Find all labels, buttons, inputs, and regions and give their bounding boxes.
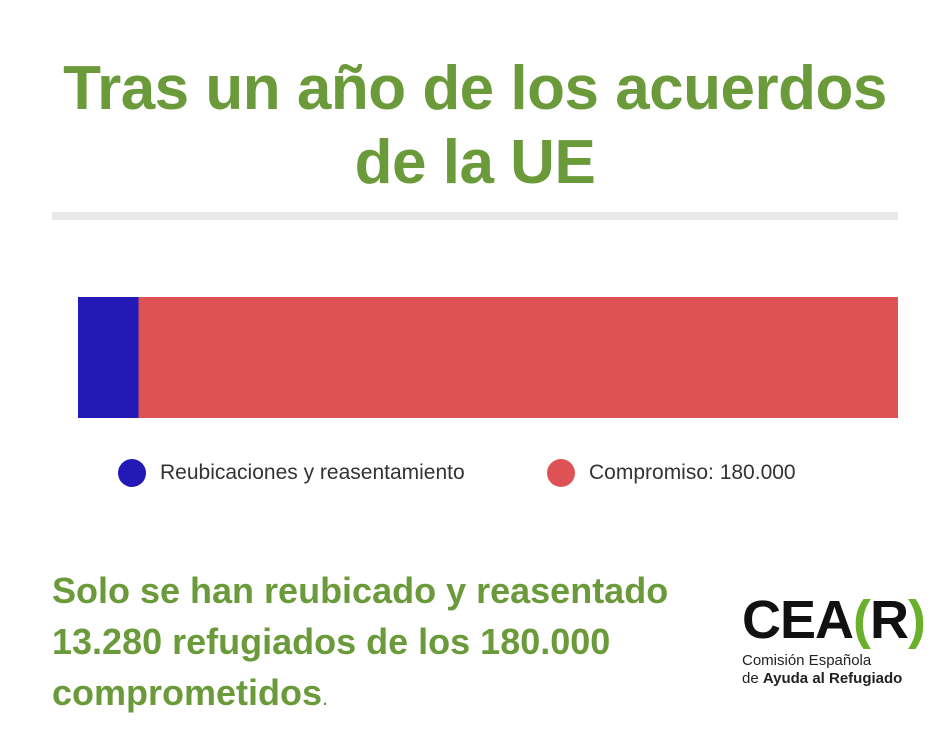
page-title: Tras un año de los acuerdos de la UE [0,52,950,200]
logo-sub-line-1: Comisión Española [742,652,872,669]
logo-bracket-close: ) [908,590,926,650]
bar-segment-0 [78,297,139,418]
summary-line-1: Solo se han reubicado y reasentado [52,570,669,611]
logo-subtitle: Comisión Española de Ayuda al Refugiado [742,652,932,688]
legend-label-reubicaciones: Reubicaciones y reasentamiento [160,461,465,484]
title-line-1: Tras un año de los acuerdos [63,54,887,123]
title-line-2: de la UE [354,128,596,197]
legend-swatch-compromiso [547,459,575,487]
summary-line-3-text: comprometidos [52,672,323,713]
divider [52,212,898,220]
cear-logo: CEA(R) Comisión Española de Ayuda al Ref… [742,590,932,688]
summary-line-3: comprometidos. [52,667,732,723]
logo-sub-line-2: de Ayuda al Refugiado [742,670,932,688]
logo-mark-letter: R [870,590,909,650]
summary-period: . [322,685,329,710]
logo-sub-bold: Ayuda al Refugiado [762,670,903,687]
summary-line-2: 13.280 refugiados de los 180.000 [52,621,611,662]
legend-label-compromiso: Compromiso: 180.000 [589,461,796,484]
legend-item-compromiso: Compromiso: 180.000 [547,458,796,488]
summary-text: Solo se han reubicado y reasentado 13.28… [52,565,732,723]
logo-mark: CEA(R) [742,590,932,650]
legend-swatch-reubicaciones [118,459,146,487]
stacked-bar-chart [78,297,898,418]
logo-sub-prefix: de [742,670,763,687]
logo-bracket-open: ( [853,590,871,650]
legend-item-reubicaciones: Reubicaciones y reasentamiento [118,458,465,488]
bar-segment-1 [138,297,898,418]
logo-mark-prefix: CEA [742,590,854,650]
